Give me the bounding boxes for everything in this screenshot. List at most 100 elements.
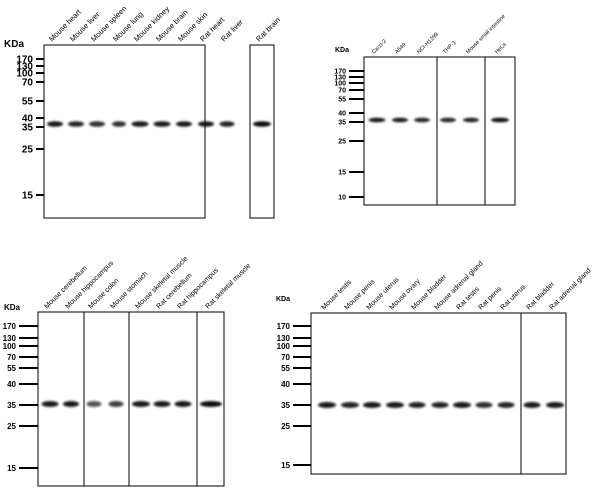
marker-label: 130 xyxy=(277,334,291,343)
lane-label: A549 xyxy=(394,42,407,55)
marker-label: 100 xyxy=(277,342,291,351)
marker-label: 25 xyxy=(7,422,16,431)
marker-label: 40 xyxy=(338,110,346,117)
protein-band xyxy=(47,121,63,127)
marker-label: 55 xyxy=(281,364,290,373)
marker-label: 100 xyxy=(16,69,33,80)
marker-label: 35 xyxy=(281,401,290,410)
marker-label: 70 xyxy=(7,353,16,362)
lane-label: Rat brain xyxy=(254,16,282,44)
membrane-box xyxy=(83,311,130,487)
kda-label: KDa xyxy=(335,47,349,54)
membrane-box xyxy=(128,311,198,487)
marker-label: 100 xyxy=(3,342,17,351)
marker-label: 40 xyxy=(22,114,34,125)
protein-band xyxy=(453,402,471,408)
marker-label: 35 xyxy=(22,123,34,134)
marker-label: 40 xyxy=(7,380,16,389)
protein-band xyxy=(68,121,84,127)
marker-label: 100 xyxy=(334,80,346,87)
lane-label: NCI-H1299 xyxy=(416,32,440,56)
protein-band xyxy=(497,402,515,408)
protein-band xyxy=(431,402,449,408)
protein-band xyxy=(253,121,271,127)
kda-label: KDa xyxy=(4,39,24,50)
protein-band xyxy=(198,121,214,127)
protein-band xyxy=(200,401,222,407)
marker-label: 130 xyxy=(3,334,17,343)
membrane-box xyxy=(484,56,516,206)
marker-label: 70 xyxy=(338,87,346,94)
protein-band xyxy=(491,117,509,123)
protein-band xyxy=(408,402,426,408)
membrane-box xyxy=(436,56,486,206)
protein-band xyxy=(414,117,430,123)
membrane-box xyxy=(249,44,275,219)
marker-label: 35 xyxy=(7,401,16,410)
protein-band xyxy=(463,117,479,123)
marker-label: 130 xyxy=(334,74,346,81)
marker-label: 170 xyxy=(277,322,291,331)
marker-label: 10 xyxy=(338,194,346,201)
lane-label: Rat uterus xyxy=(499,283,527,311)
marker-label: 55 xyxy=(22,97,34,108)
marker-label: 15 xyxy=(281,461,290,470)
marker-label: 130 xyxy=(16,62,33,73)
protein-band xyxy=(174,401,192,407)
marker-label: 70 xyxy=(281,353,290,362)
protein-band xyxy=(89,121,105,127)
protein-band xyxy=(219,121,235,127)
protein-band xyxy=(546,402,564,408)
marker-label: 35 xyxy=(338,119,346,126)
protein-band xyxy=(63,401,79,407)
protein-band xyxy=(131,121,149,127)
marker-label: 70 xyxy=(22,78,34,89)
protein-band xyxy=(153,121,171,127)
lane-label: Caco-2 xyxy=(371,39,388,56)
protein-band xyxy=(475,402,493,408)
protein-band xyxy=(86,401,102,407)
kda-label: KDa xyxy=(276,296,290,303)
marker-label: 15 xyxy=(22,191,34,202)
protein-band xyxy=(386,402,404,408)
protein-band xyxy=(341,402,359,408)
marker-label: 40 xyxy=(281,380,290,389)
protein-band xyxy=(108,401,124,407)
lane-label: Rat adrenal gland xyxy=(548,267,592,311)
protein-band xyxy=(176,121,192,127)
protein-band xyxy=(41,401,59,407)
lane-label: HeLa xyxy=(494,41,508,55)
marker-label: 15 xyxy=(338,169,346,176)
marker-label: 170 xyxy=(3,322,17,331)
lane-label: THP-1 xyxy=(442,40,457,55)
marker-label: 25 xyxy=(338,138,346,145)
membrane-box xyxy=(43,44,206,219)
protein-band xyxy=(523,402,541,408)
kda-label: KDa xyxy=(4,303,21,312)
protein-band xyxy=(153,401,171,407)
marker-label: 170 xyxy=(334,68,346,75)
protein-band xyxy=(368,117,386,123)
membrane-box xyxy=(37,311,85,487)
marker-label: 25 xyxy=(22,145,34,156)
membrane-box xyxy=(310,312,522,475)
protein-band xyxy=(392,117,408,123)
marker-label: 15 xyxy=(7,464,16,473)
protein-band xyxy=(440,117,456,123)
marker-label: 170 xyxy=(16,55,33,66)
marker-label: 55 xyxy=(7,364,16,373)
membrane-box xyxy=(196,311,225,487)
membrane-box xyxy=(363,56,438,206)
protein-band xyxy=(318,402,336,408)
protein-band xyxy=(112,121,126,127)
protein-band xyxy=(363,402,381,408)
protein-band xyxy=(132,401,150,407)
membrane-box xyxy=(520,312,567,475)
marker-label: 55 xyxy=(338,96,346,103)
marker-label: 25 xyxy=(281,422,290,431)
